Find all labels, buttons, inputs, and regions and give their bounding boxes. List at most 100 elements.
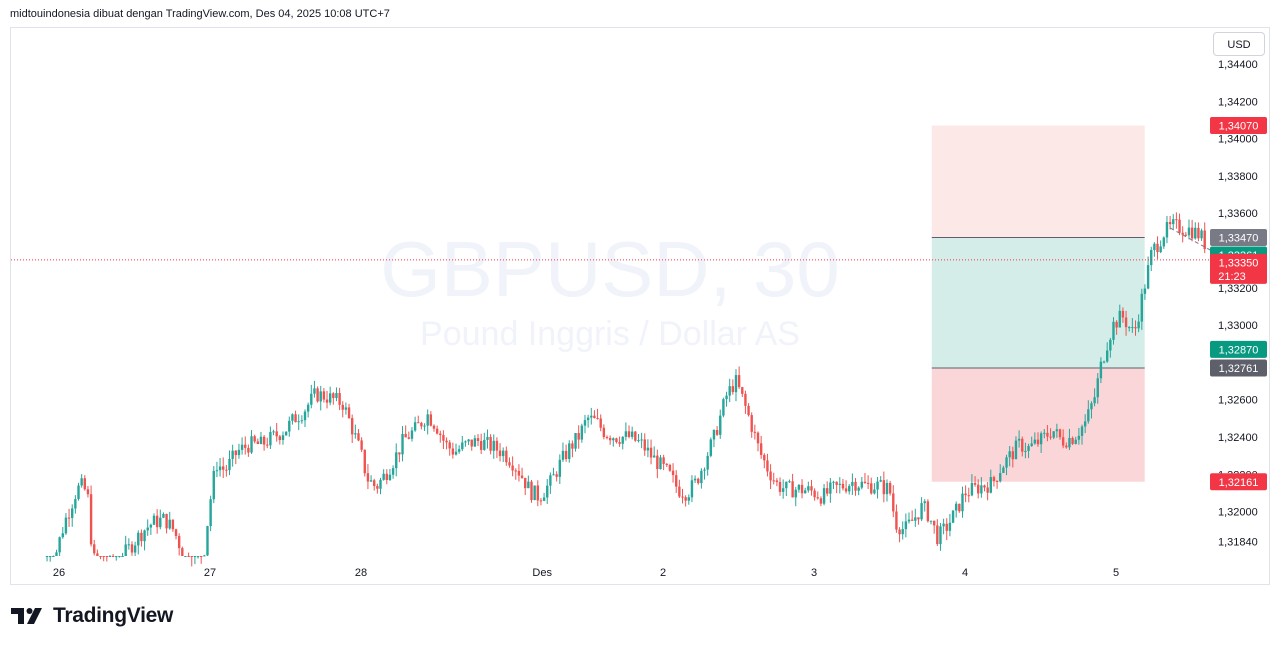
brand[interactable]: TradingView bbox=[11, 603, 173, 629]
candle-body bbox=[369, 480, 373, 482]
candle-body bbox=[763, 454, 766, 461]
candle-body bbox=[514, 470, 517, 472]
currency-selector[interactable]: USD bbox=[1213, 32, 1265, 56]
candle-body bbox=[634, 431, 637, 441]
candle-body bbox=[96, 553, 99, 556]
candle-body bbox=[929, 520, 933, 522]
candle-body bbox=[395, 452, 398, 469]
candle-body bbox=[549, 475, 552, 486]
price-label-text: 1,32161 bbox=[1219, 477, 1259, 489]
candle-body bbox=[391, 468, 395, 475]
candle-body bbox=[561, 450, 565, 460]
candle-body bbox=[756, 432, 760, 444]
candle-body bbox=[1049, 436, 1052, 438]
candle-body bbox=[259, 436, 263, 444]
candle-body bbox=[926, 501, 930, 522]
candle-body bbox=[712, 430, 716, 440]
candle-body bbox=[316, 388, 319, 402]
candle-body bbox=[734, 375, 738, 393]
candle-body bbox=[888, 483, 892, 494]
candle-body bbox=[1178, 219, 1181, 233]
candle-body bbox=[203, 555, 206, 557]
candle-body bbox=[291, 414, 294, 421]
stop-zone bbox=[931, 125, 1145, 238]
candle-body bbox=[844, 488, 848, 492]
candle-body bbox=[184, 556, 187, 557]
candle-body bbox=[218, 466, 222, 471]
candle-body bbox=[1068, 437, 1071, 448]
candle-body bbox=[350, 418, 354, 435]
candle-body bbox=[115, 556, 118, 557]
candle-body bbox=[1102, 361, 1106, 363]
candle-body bbox=[1109, 339, 1112, 351]
candle-body bbox=[687, 497, 690, 501]
candle-body bbox=[262, 436, 266, 445]
candle-body bbox=[948, 522, 952, 531]
candle-body bbox=[747, 405, 750, 416]
candle-body bbox=[1153, 243, 1156, 251]
price-tick-label: 1,34400 bbox=[1218, 59, 1258, 71]
candle-body bbox=[546, 485, 549, 498]
tradingview-logo-icon bbox=[11, 608, 42, 624]
candle-body bbox=[1071, 437, 1074, 444]
lower-zone bbox=[931, 367, 1145, 482]
price-tick-label: 1,33200 bbox=[1218, 283, 1258, 295]
watermark-description: Pound Inggris / Dollar AS bbox=[420, 315, 800, 353]
candle-body bbox=[1080, 426, 1084, 436]
candle-body bbox=[1197, 227, 1200, 239]
candle-body bbox=[737, 375, 741, 388]
time-axis: 26 27 28 Des 2 3 4 5 bbox=[53, 567, 1119, 579]
candle-body bbox=[816, 497, 819, 499]
candle-body bbox=[404, 433, 407, 438]
candle-body bbox=[627, 431, 631, 437]
candle-body bbox=[335, 393, 338, 399]
candle-body bbox=[618, 442, 621, 444]
time-tick-label: 28 bbox=[355, 567, 367, 579]
candle-body bbox=[1002, 467, 1005, 474]
candle-body bbox=[137, 532, 140, 546]
price-tick-label: 1,33800 bbox=[1218, 171, 1258, 183]
candle-body bbox=[983, 485, 986, 488]
candle-body bbox=[574, 433, 577, 449]
candle-body bbox=[71, 508, 74, 518]
candle-body bbox=[146, 527, 149, 531]
candle-body bbox=[675, 475, 678, 487]
candle-body bbox=[932, 520, 936, 526]
candle-body bbox=[454, 451, 458, 455]
price-tick-label: 1,33600 bbox=[1218, 208, 1258, 220]
candle-body bbox=[939, 526, 942, 545]
candle-body bbox=[168, 519, 171, 529]
time-tick-label: 2 bbox=[660, 567, 666, 579]
candle-body bbox=[995, 480, 999, 482]
candle-body bbox=[577, 433, 580, 440]
candle-body bbox=[580, 425, 584, 440]
candle-body bbox=[1087, 409, 1090, 422]
candle-body bbox=[193, 556, 197, 557]
candle-body bbox=[1093, 397, 1096, 404]
candle-body bbox=[854, 481, 857, 491]
candle-body bbox=[1184, 234, 1188, 236]
candle-body bbox=[1124, 317, 1128, 328]
candle-body bbox=[1172, 219, 1175, 225]
candle-body bbox=[111, 556, 115, 557]
candle-body bbox=[848, 485, 851, 492]
candle-body bbox=[58, 537, 61, 553]
candle-body bbox=[778, 481, 782, 492]
candle-body bbox=[470, 439, 473, 447]
candle-body bbox=[209, 499, 212, 527]
candle-body bbox=[832, 481, 835, 483]
candle-body bbox=[590, 415, 593, 418]
candle-body bbox=[328, 393, 332, 403]
candle-body bbox=[366, 473, 370, 482]
candle-body bbox=[1090, 403, 1093, 410]
candle-body bbox=[423, 425, 426, 427]
chart-pane[interactable] bbox=[10, 27, 1270, 585]
candle-body bbox=[684, 497, 687, 501]
candle-body bbox=[303, 411, 307, 421]
candle-body bbox=[1131, 327, 1134, 329]
price-label-box bbox=[1210, 473, 1267, 491]
candle-body bbox=[269, 432, 272, 446]
candle-body bbox=[857, 487, 860, 491]
candle-body bbox=[819, 498, 823, 504]
